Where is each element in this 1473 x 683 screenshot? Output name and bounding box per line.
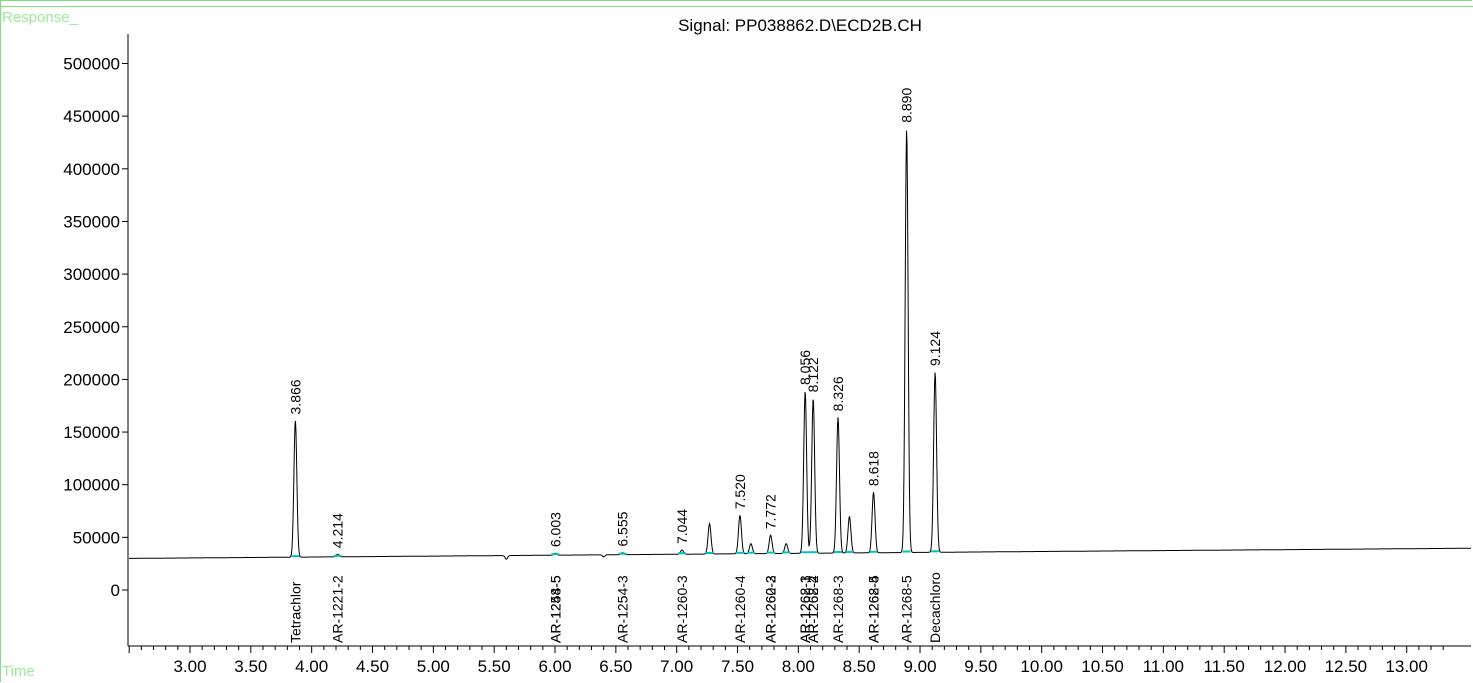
y-tick-label-3: 150000	[63, 423, 120, 442]
peak-label-14: 8.618	[866, 451, 882, 486]
x-tick-label-2: 4.00	[295, 657, 328, 676]
y-tick-label-8: 400000	[63, 160, 120, 179]
x-tick-label-11: 8.50	[843, 657, 876, 676]
signal-trace	[129, 130, 1471, 560]
x-tick-label-16: 11.00	[1143, 657, 1184, 676]
compound-label-4: AR-1254-3	[615, 575, 631, 643]
frame-top-line	[0, 6, 1473, 7]
x-tick-label-9: 7.50	[721, 657, 754, 676]
compound-label-7: AR-1260-2	[763, 575, 779, 643]
x-tick-label-13: 9.50	[964, 657, 997, 676]
y-tick-label-7: 350000	[63, 212, 120, 231]
peak-label-16: 9.124	[927, 331, 943, 366]
x-tick-label-15: 10.50	[1081, 657, 1124, 676]
x-tick-label-4: 5.00	[417, 657, 450, 676]
compound-label-12: AR-1262-4	[805, 575, 821, 643]
peak-label-10: 8.056	[797, 350, 813, 385]
x-tick-label-19: 12.50	[1325, 657, 1368, 676]
peak-label-0: 3.866	[287, 379, 303, 414]
y-tick-label-1: 50000	[73, 528, 120, 547]
y-tick-label-5: 250000	[63, 318, 120, 337]
peak-label-4: 7.044	[674, 509, 690, 544]
compound-label-11: AR-1268-2	[805, 575, 821, 643]
compound-label-0: Tetrachlor	[287, 581, 303, 643]
compound-label-17: Decachloro	[927, 572, 943, 643]
y-tick-label-6: 300000	[63, 265, 120, 284]
x-tick-label-1: 3.50	[234, 657, 267, 676]
y-tick-label-0: 0	[111, 581, 120, 600]
peak-label-2: 6.003	[547, 512, 563, 547]
peak-label-8: 7.772	[763, 494, 779, 529]
peak-label-3: 6.555	[615, 511, 631, 546]
y-tick-label-9: 450000	[63, 107, 120, 126]
x-tick-label-17: 11.50	[1204, 657, 1245, 676]
y-tick-label-4: 200000	[63, 370, 120, 389]
compound-label-6: AR-1260-4	[732, 575, 748, 643]
x-tick-label-20: 13.00	[1385, 657, 1428, 676]
peak-label-12: 8.326	[830, 376, 846, 411]
compound-label-1: AR-1221-2	[330, 575, 346, 643]
peak-label-11: 8.122	[805, 357, 821, 392]
compound-label-2: AR-1248-5	[547, 575, 563, 643]
peak-label-15: 8.890	[899, 88, 915, 123]
compound-label-10: AR-1262-3	[797, 575, 813, 643]
x-tick-label-10: 8.00	[782, 657, 815, 676]
x-tick-label-3: 4.50	[356, 657, 389, 676]
compound-label-16: AR-1268-5	[899, 575, 915, 643]
compound-label-5: AR-1260-3	[674, 575, 690, 643]
compound-label-14: AR-1262-5	[866, 575, 882, 643]
y-tick-label-10: 500000	[63, 55, 120, 74]
compound-label-13: AR-1268-3	[830, 575, 846, 643]
peak-label-6: 7.520	[732, 474, 748, 509]
x-tick-label-8: 7.00	[660, 657, 693, 676]
x-tick-label-6: 6.00	[538, 657, 571, 676]
y-tick-label-2: 100000	[63, 476, 120, 495]
x-tick-label-5: 5.50	[478, 657, 511, 676]
x-tick-label-18: 12.00	[1264, 657, 1307, 676]
compound-label-9: AR-1268-1	[797, 575, 813, 643]
compound-label-15: AR-1268-4	[866, 575, 882, 643]
chart-title: Signal: PP038862.D\ECD2B.CH	[678, 16, 922, 35]
compound-label-3: AR-1254-5	[547, 575, 563, 643]
y-axis-label: Response_	[2, 9, 78, 26]
x-tick-label-7: 6.50	[599, 657, 632, 676]
compound-label-8: AR-1262-3	[763, 575, 779, 643]
x-tick-label-0: 3.00	[173, 657, 206, 676]
x-tick-label-14: 10.00	[1020, 657, 1063, 676]
peak-label-1: 4.214	[330, 513, 346, 548]
x-axis-label: Time	[2, 663, 35, 680]
x-tick-label-12: 9.00	[903, 657, 936, 676]
